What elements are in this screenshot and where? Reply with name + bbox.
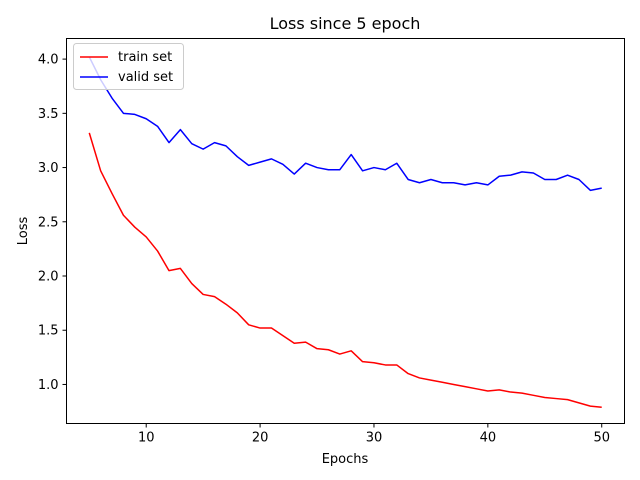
y-tick-label: 2.5: [38, 215, 59, 230]
legend-label-train: train set: [118, 50, 172, 65]
x-tick-label: 20: [252, 431, 269, 446]
x-axis-label: Epochs: [322, 452, 369, 467]
plot-area: 10 20 30 40 50 1.0 1.5 2.0 2.5 3.0 3.5 4.0: [38, 38, 625, 446]
y-tick-label: 3.5: [38, 107, 59, 122]
y-axis-label: Loss: [16, 217, 31, 246]
series-line-train: [88, 132, 602, 408]
legend: train set valid set: [73, 43, 184, 90]
chart-title: Loss since 5 epoch: [270, 14, 421, 33]
x-tick-label: 10: [138, 431, 155, 446]
y-tick-label: 4.0: [38, 53, 59, 68]
x-tick-label: 30: [366, 431, 383, 446]
x-ticks: 10 20 30 40 50: [138, 423, 610, 446]
series-line-valid: [88, 56, 602, 192]
axes-frame: [66, 38, 625, 424]
y-ticks: 1.0 1.5 2.0 2.5 3.0 3.5 4.0: [38, 53, 67, 393]
legend-box: [73, 43, 184, 90]
y-tick-label: 1.5: [38, 324, 59, 339]
lines-layer: [88, 56, 602, 408]
y-tick-label: 1.0: [38, 378, 59, 393]
x-tick-label: 40: [480, 431, 497, 446]
y-tick-label: 3.0: [38, 161, 59, 176]
legend-label-valid: valid set: [118, 70, 173, 85]
x-tick-label: 50: [593, 431, 610, 446]
y-tick-label: 2.0: [38, 270, 59, 285]
